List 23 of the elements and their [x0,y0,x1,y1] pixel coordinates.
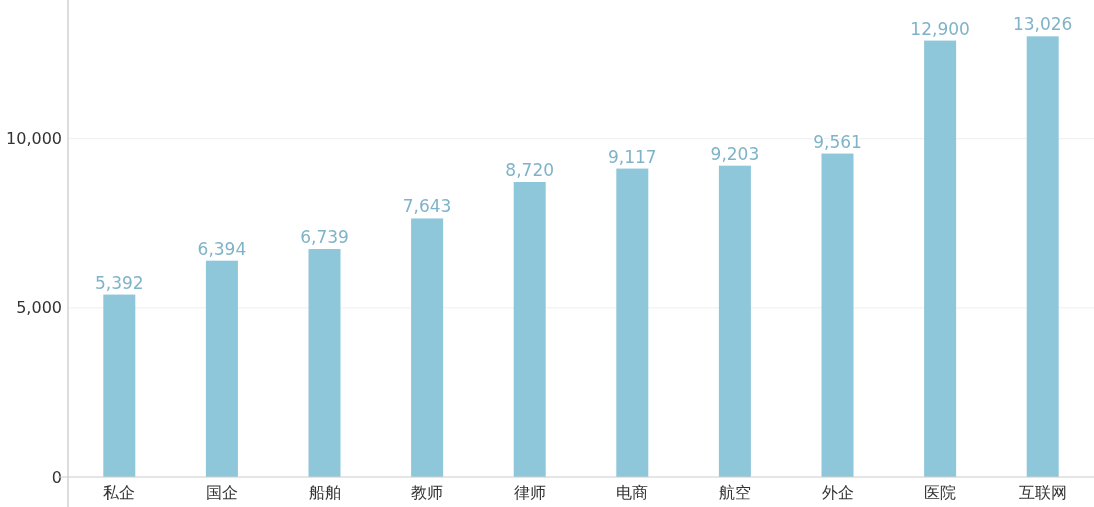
x-tick-label: 医院 [924,482,957,502]
data-label: 6,739 [300,227,349,248]
x-tick-label: 国企 [205,482,238,502]
x-tick-label: 互联网 [1018,482,1067,502]
data-label: 9,203 [710,143,760,164]
data-label: 6,394 [197,238,247,259]
data-label: 12,900 [910,18,970,39]
data-label: 8,720 [505,160,555,180]
y-tick-label: 0 [51,467,62,487]
data-label: 13,026 [1012,14,1073,35]
x-tick-label: 律师 [513,482,546,502]
y-tick-label: 5,000 [16,298,62,318]
x-tick-label: 私企 [103,482,136,502]
x-tick-label: 教师 [411,482,444,502]
data-label: 9,561 [813,131,862,152]
x-tick-label: 航空 [718,482,751,502]
x-tick-label: 电商 [616,482,649,502]
y-tick-label: 10,000 [6,129,62,149]
x-tick-label: 外企 [821,482,854,502]
data-label: 9,117 [607,146,657,167]
data-label: 7,643 [402,196,452,217]
data-label: 5,392 [94,272,144,293]
x-tick-label: 船舶 [308,482,341,502]
